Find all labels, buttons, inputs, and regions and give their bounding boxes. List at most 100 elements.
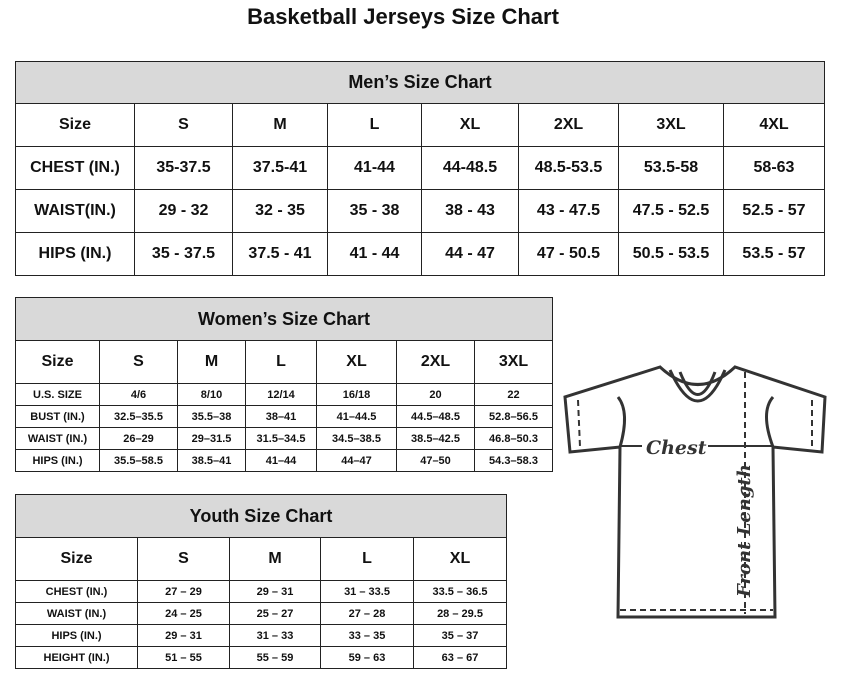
table-cell: 51 – 55 — [137, 646, 230, 669]
table-cell: 53.5 - 57 — [723, 232, 825, 276]
table-cell: 12/14 — [245, 383, 317, 406]
table-cell: 58-63 — [723, 146, 825, 190]
table-cell: S — [134, 103, 233, 147]
womens-size-table: Women’s Size Chart Size S M L XL 2XL 3XL U.S. S… — [14, 297, 554, 472]
table-cell: 27 – 29 — [137, 580, 230, 603]
row-label: CHEST (IN.) — [15, 580, 138, 603]
table-cell: 50.5 - 53.5 — [618, 232, 724, 276]
table-cell: 44–47 — [316, 449, 397, 472]
table-cell: 29 – 31 — [137, 624, 230, 647]
table-cell: 38.5–42.5 — [396, 427, 475, 450]
table-cell: 41 - 44 — [327, 232, 422, 276]
table-row: HIPS (IN.) 35 - 37.5 37.5 - 41 41 - 44 44 - … — [15, 232, 825, 276]
table-cell: 3XL — [618, 103, 724, 147]
table-row: BUST (IN.) 32.5–35.5 35.5–38 38–41 41–44.5 44… — [15, 405, 554, 428]
mens-size-table: Men’s Size Chart Size S M L XL 2XL 3XL 4XL CHEST… — [15, 61, 825, 276]
table-row: U.S. SIZE 4/6 8/10 12/14 16/18 20 22 — [15, 383, 554, 406]
row-label: WAIST (IN.) — [15, 427, 100, 450]
table-cell: 52.5 - 57 — [723, 189, 825, 233]
table-row: WAIST (IN.) 24 – 25 25 – 27 27 – 28 28 – 29.… — [15, 602, 508, 625]
table-cell: 44-48.5 — [421, 146, 519, 190]
table-cell: 29–31.5 — [177, 427, 246, 450]
table-cell: XL — [412, 537, 508, 581]
table-cell: XL — [421, 103, 519, 147]
row-label: HIPS (IN.) — [15, 624, 138, 647]
table-cell: 63 – 67 — [412, 646, 508, 669]
table-cell: 47.5 - 52.5 — [618, 189, 724, 233]
table-cell: 25 – 27 — [229, 602, 321, 625]
chest-label: Chest — [646, 437, 707, 459]
table-cell: 3XL — [473, 340, 554, 384]
table-cell: 32.5–35.5 — [99, 405, 178, 428]
table-cell: 44 - 47 — [421, 232, 519, 276]
page-title: Basketball Jerseys Size Chart — [247, 4, 559, 29]
table-row: HEIGHT (IN.) 51 – 55 55 – 59 59 – 63 63 – 67 — [15, 646, 508, 669]
table-cell: 4/6 — [99, 383, 178, 406]
table-cell: 38.5–41 — [177, 449, 246, 472]
table-cell: 47–50 — [396, 449, 475, 472]
table-cell: 28 – 29.5 — [412, 602, 508, 625]
table-row: Size S M L XL 2XL 3XL 4XL — [15, 103, 825, 147]
table-cell: 33 – 35 — [320, 624, 414, 647]
table-cell: 54.3–58.3 — [473, 449, 554, 472]
table-cell: 46.8–50.3 — [473, 427, 554, 450]
table-row: WAIST(IN.) 29 - 32 32 - 35 35 - 38 38 - 43 43… — [15, 189, 825, 233]
table-cell: 2XL — [518, 103, 619, 147]
row-label: HEIGHT (IN.) — [15, 646, 138, 669]
table-cell: 35.5–38 — [177, 405, 246, 428]
table-cell: 52.8–56.5 — [473, 405, 554, 428]
table-cell: 31.5–34.5 — [245, 427, 317, 450]
table-cell: 24 – 25 — [137, 602, 230, 625]
table-cell: 55 – 59 — [229, 646, 321, 669]
table-cell: 8/10 — [177, 383, 246, 406]
row-label: BUST (IN.) — [15, 405, 100, 428]
table-cell: 37.5 - 41 — [232, 232, 328, 276]
table-cell: 35 - 38 — [327, 189, 422, 233]
table-row: HIPS (IN.) 29 – 31 31 – 33 33 – 35 35 – 37 — [15, 624, 508, 647]
table-cell: 26–29 — [99, 427, 178, 450]
table-cell: M — [229, 537, 321, 581]
table-cell: S — [99, 340, 178, 384]
row-label: CHEST (IN.) — [15, 146, 135, 190]
row-label: WAIST(IN.) — [15, 189, 135, 233]
table-row: Size S M L XL 2XL 3XL — [15, 340, 554, 384]
table-cell: 35.5–58.5 — [99, 449, 178, 472]
table-cell: 20 — [396, 383, 475, 406]
table-cell: S — [137, 537, 230, 581]
table-cell: 41-44 — [327, 146, 422, 190]
table-cell: 29 - 32 — [134, 189, 233, 233]
table-cell: 29 – 31 — [229, 580, 321, 603]
table-cell: 33.5 – 36.5 — [412, 580, 508, 603]
table-cell: XL — [316, 340, 397, 384]
tshirt-outline-icon — [563, 365, 827, 619]
table-cell: 44.5–48.5 — [396, 405, 475, 428]
table-cell: L — [245, 340, 317, 384]
table-cell: L — [327, 103, 422, 147]
table-row: Size S M L XL — [15, 537, 508, 581]
row-label: Size — [15, 340, 100, 384]
table-cell: 22 — [473, 383, 554, 406]
table-cell: 38–41 — [245, 405, 317, 428]
youth-size-table: Youth Size Chart Size S M L XL CHEST (IN.) 27 … — [14, 494, 508, 669]
row-label: Size — [15, 103, 135, 147]
table-cell: 37.5-41 — [232, 146, 328, 190]
table-cell: 41–44.5 — [316, 405, 397, 428]
table-cell: 35-37.5 — [134, 146, 233, 190]
table-cell: 53.5-58 — [618, 146, 724, 190]
row-label: HIPS (IN.) — [15, 449, 100, 472]
table-caption: Women’s Size Chart — [14, 297, 554, 341]
table-row: WAIST (IN.) 26–29 29–31.5 31.5–34.5 34.5–38.… — [15, 427, 554, 450]
table-cell: 41–44 — [245, 449, 317, 472]
table-cell: 31 – 33 — [229, 624, 321, 647]
table-cell: 34.5–38.5 — [316, 427, 397, 450]
row-label: WAIST (IN.) — [15, 602, 138, 625]
table-cell: 16/18 — [316, 383, 397, 406]
table-cell: 4XL — [723, 103, 825, 147]
table-row: CHEST (IN.) 27 – 29 29 – 31 31 – 33.5 33.5 –… — [15, 580, 508, 603]
row-label: HIPS (IN.) — [15, 232, 135, 276]
table-cell: 59 – 63 — [320, 646, 414, 669]
table-cell: 32 - 35 — [232, 189, 328, 233]
table-cell: 38 - 43 — [421, 189, 519, 233]
table-cell: 43 - 47.5 — [518, 189, 619, 233]
table-cell: L — [320, 537, 414, 581]
